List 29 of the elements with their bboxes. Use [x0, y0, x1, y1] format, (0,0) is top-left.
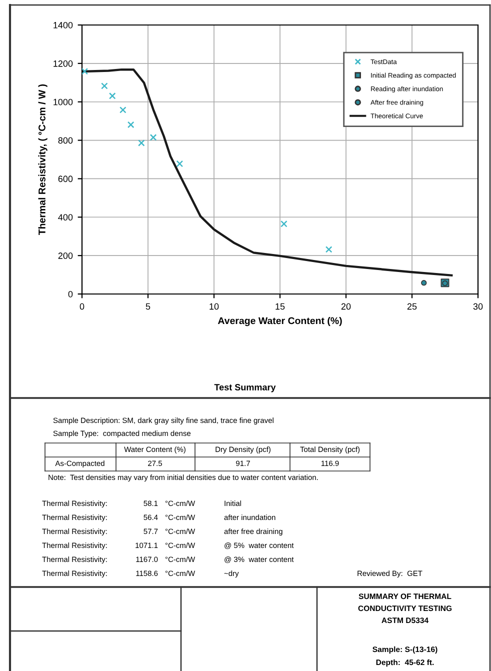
y-tick-label: 0: [68, 290, 73, 298]
point: [138, 140, 145, 146]
point: [325, 246, 332, 253]
y-tick-label: 200: [58, 252, 73, 259]
point: [421, 280, 427, 286]
point: [82, 68, 88, 75]
y-tick-label: 800: [58, 137, 73, 144]
x-tick-label: 15: [276, 303, 285, 310]
x-tick-label: 10: [210, 303, 219, 310]
y-tick-label: 1400: [54, 22, 73, 28]
x-tick-label: 30: [473, 303, 483, 310]
x-tick-label: 5: [146, 303, 150, 310]
y-tick-label: 400: [58, 214, 73, 221]
x-tick-label: 25: [407, 303, 417, 310]
point: [127, 121, 134, 128]
point: [101, 82, 108, 90]
x-tick-label: 0: [80, 303, 84, 310]
point: [108, 92, 116, 100]
y-tick-label: 600: [58, 176, 73, 182]
text: Test Summary: [214, 384, 276, 392]
point: [280, 220, 288, 228]
x-axis-title: Average Water Content (%): [218, 317, 342, 326]
y-tick-label: 1000: [54, 98, 73, 106]
point: [120, 106, 126, 114]
y-axis-title: Thermal Resistivity, ( °C-cm / W ): [38, 84, 48, 235]
x-tick-label: 20: [341, 303, 351, 310]
point: [150, 134, 157, 141]
y-tick-label: 1200: [54, 60, 73, 67]
point: [176, 160, 184, 168]
